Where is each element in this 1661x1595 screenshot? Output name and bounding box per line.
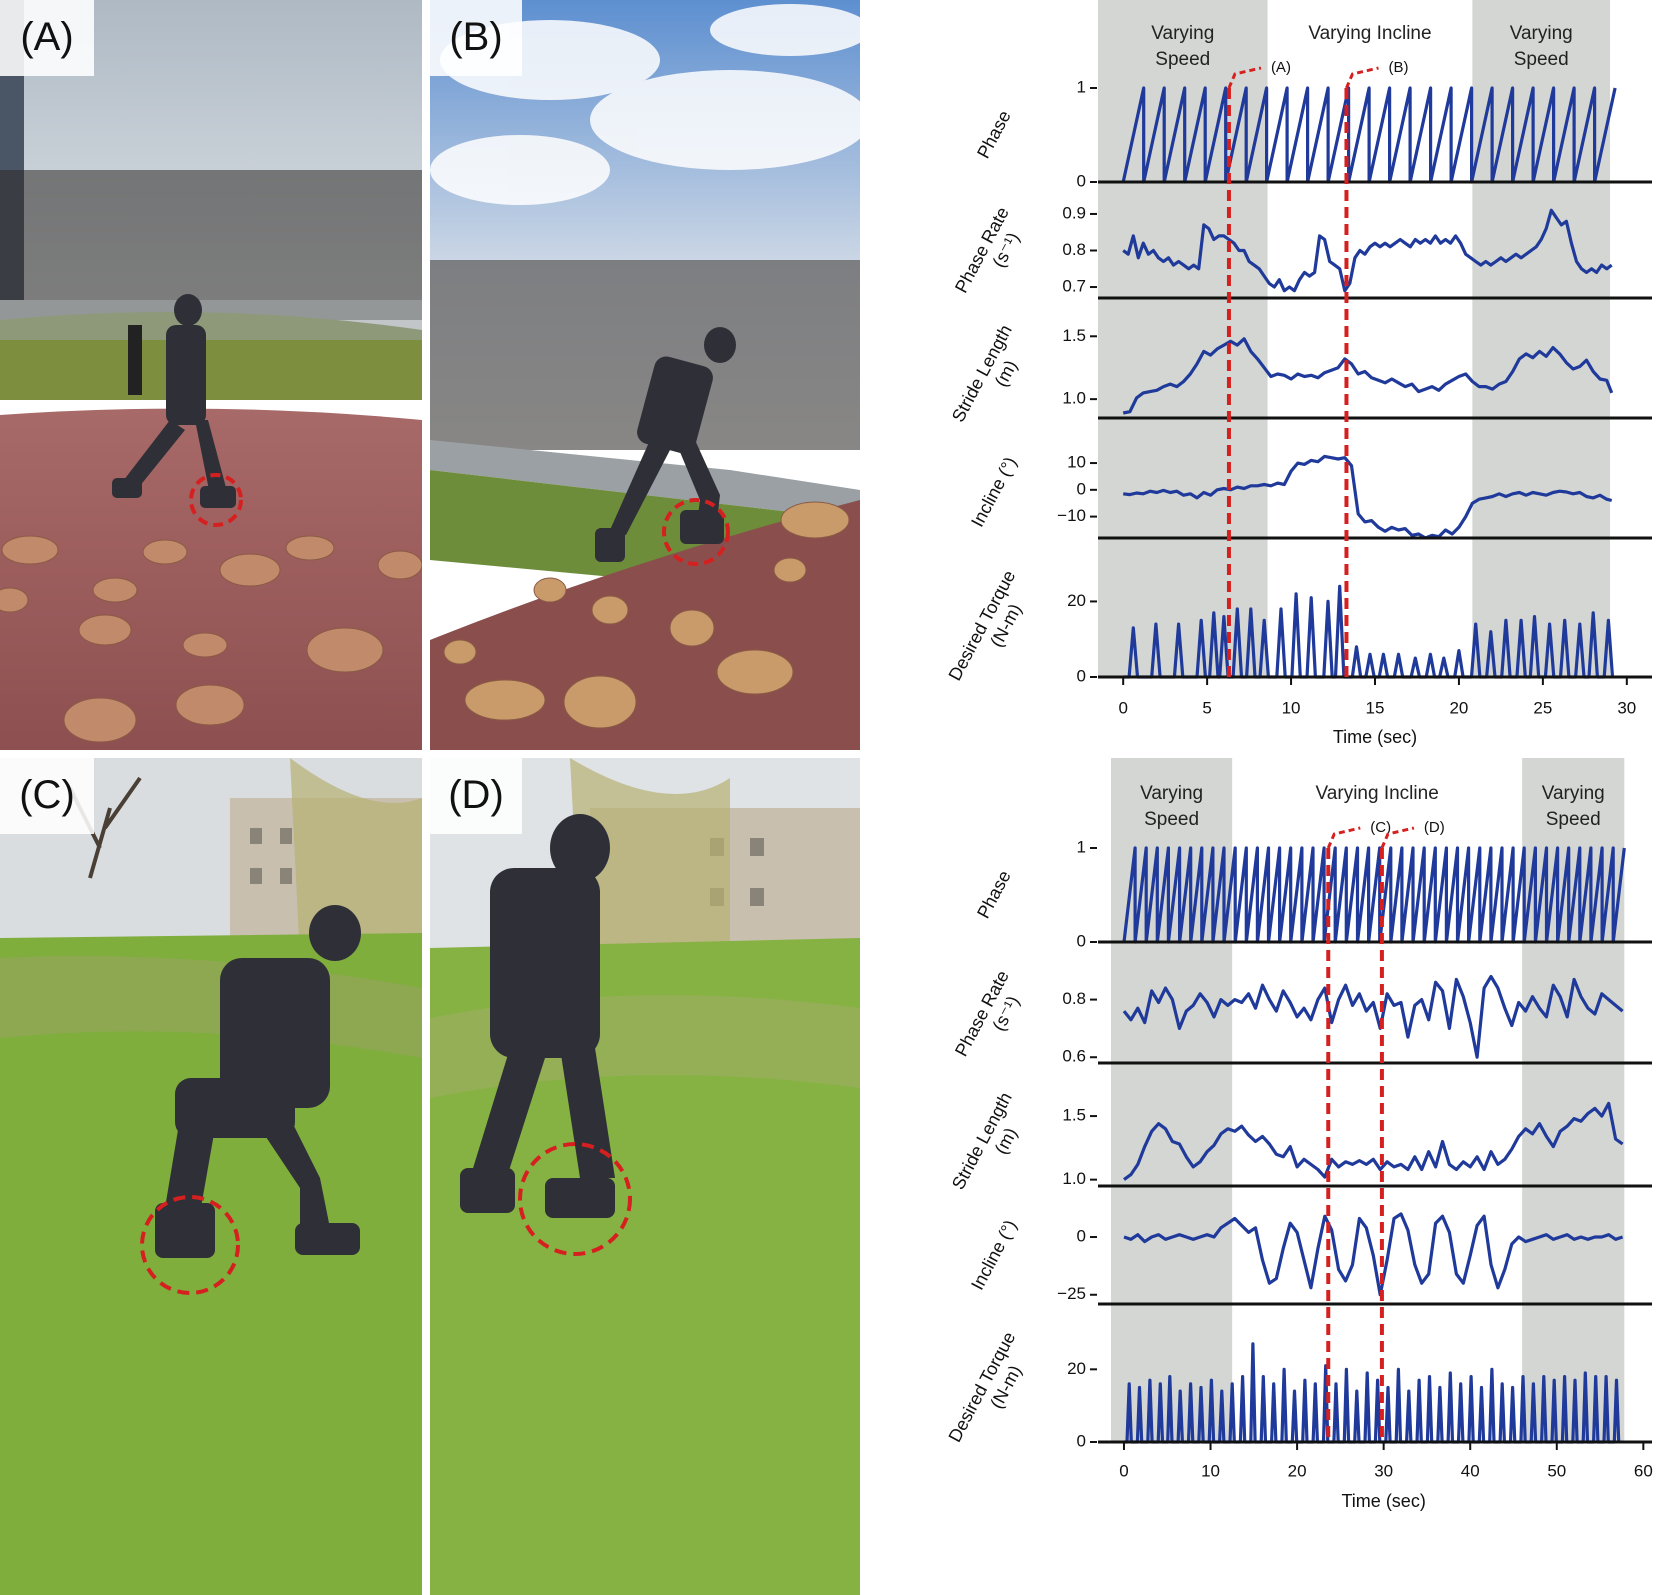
event-marker-label: (B) bbox=[1388, 59, 1408, 76]
y-tick-label: 1 bbox=[1077, 77, 1086, 96]
photo-panel-b: (B) bbox=[430, 0, 860, 750]
region-label-0-0: Varying bbox=[1140, 783, 1203, 804]
y-tick-label: 20 bbox=[1067, 1359, 1086, 1378]
series-line-0 bbox=[1121, 86, 1617, 184]
region-label-0-0: Varying bbox=[1151, 23, 1214, 44]
series-line-2 bbox=[1123, 1101, 1624, 1181]
y-tick-label: 1.5 bbox=[1062, 326, 1086, 345]
y-axis-label: Incline (°) bbox=[967, 454, 1020, 531]
photo-panel-d: (D) bbox=[430, 758, 860, 1595]
region-label-1-0: Varying Incline bbox=[1316, 783, 1439, 804]
y-tick-label: 0.6 bbox=[1062, 1047, 1086, 1066]
event-marker-label: (A) bbox=[1271, 59, 1291, 76]
region-label-1-0: Varying Incline bbox=[1308, 23, 1431, 44]
x-tick-label: 30 bbox=[1617, 698, 1636, 717]
y-tick-label: 0 bbox=[1077, 931, 1086, 950]
x-tick-label: 15 bbox=[1366, 698, 1385, 717]
y-tick-label: 0 bbox=[1077, 479, 1086, 498]
y-tick-label: 0.8 bbox=[1062, 240, 1086, 259]
photo-panel-a: (A) bbox=[0, 0, 422, 750]
x-tick-label: 20 bbox=[1288, 1461, 1307, 1480]
panel-label-c: (C) bbox=[0, 758, 94, 834]
y-tick-label: 1 bbox=[1077, 837, 1086, 856]
event-marker-leader bbox=[1326, 826, 1361, 849]
x-tick-label: 0 bbox=[1118, 698, 1127, 717]
y-tick-label: 20 bbox=[1067, 591, 1086, 610]
series-line-2 bbox=[1122, 337, 1614, 415]
event-marker-label: (C) bbox=[1370, 819, 1391, 836]
x-tick-label: 5 bbox=[1202, 698, 1211, 717]
series-line-1 bbox=[1122, 208, 1613, 293]
shaded-region-2 bbox=[1472, 0, 1611, 677]
x-axis-title: Time (sec) bbox=[1333, 727, 1417, 747]
y-tick-label: 0.7 bbox=[1062, 277, 1086, 296]
x-tick-label: 25 bbox=[1533, 698, 1552, 717]
photo-panel-c: (C) bbox=[0, 758, 422, 1595]
series-line-0 bbox=[1122, 846, 1626, 944]
x-tick-label: 40 bbox=[1461, 1461, 1480, 1480]
photo-c-scene bbox=[0, 758, 422, 1595]
region-label-2-1: Speed bbox=[1514, 49, 1569, 70]
x-tick-label: 0 bbox=[1119, 1461, 1128, 1480]
y-tick-label: 1.0 bbox=[1062, 1169, 1086, 1188]
y-tick-label: 1.5 bbox=[1062, 1106, 1086, 1125]
chart-0: Varying Speed Varying Incline Varying Speed P… bbox=[944, 0, 1652, 747]
y-tick-label: 1.0 bbox=[1062, 389, 1086, 408]
event-marker-label: (D) bbox=[1424, 819, 1445, 836]
x-tick-label: 60 bbox=[1634, 1461, 1653, 1480]
y-axis-label: Phase bbox=[973, 107, 1015, 161]
chart-1: Varying Speed Varying Incline Varying Speed P… bbox=[944, 758, 1653, 1511]
y-tick-label: 0.9 bbox=[1062, 203, 1086, 222]
region-label-2-1: Speed bbox=[1546, 809, 1601, 830]
shaded-region-2 bbox=[1522, 758, 1625, 1442]
y-tick-label: 0 bbox=[1077, 1227, 1086, 1246]
region-label-2-0: Varying bbox=[1510, 23, 1573, 44]
x-axis-title: Time (sec) bbox=[1341, 1491, 1425, 1511]
y-axis-label: Phase bbox=[973, 867, 1015, 921]
y-tick-label: 0 bbox=[1077, 666, 1086, 685]
x-tick-label: 10 bbox=[1282, 698, 1301, 717]
y-axis-label: Incline (°) bbox=[967, 1217, 1020, 1294]
x-tick-label: 50 bbox=[1547, 1461, 1566, 1480]
series-line-1 bbox=[1122, 974, 1624, 1059]
event-marker-leader bbox=[1345, 66, 1379, 89]
y-tick-label: 0 bbox=[1077, 171, 1086, 190]
series-line-3 bbox=[1123, 1212, 1624, 1297]
x-tick-label: 10 bbox=[1201, 1461, 1220, 1480]
region-label-0-1: Speed bbox=[1144, 809, 1199, 830]
y-tick-label: −25 bbox=[1057, 1284, 1086, 1303]
panel-label-d: (D) bbox=[430, 758, 522, 834]
region-label-0-1: Speed bbox=[1155, 49, 1210, 70]
y-tick-label: 0 bbox=[1077, 1431, 1086, 1450]
panel-label-b: (B) bbox=[430, 0, 522, 76]
y-tick-label: −10 bbox=[1057, 506, 1086, 525]
x-tick-label: 20 bbox=[1449, 698, 1468, 717]
y-tick-label: 10 bbox=[1067, 453, 1086, 472]
y-tick-label: 0.8 bbox=[1062, 989, 1086, 1008]
x-tick-label: 30 bbox=[1374, 1461, 1393, 1480]
region-label-2-0: Varying bbox=[1542, 783, 1605, 804]
panel-label-a: (A) bbox=[0, 0, 94, 76]
series-line-3 bbox=[1123, 454, 1613, 540]
event-marker-leader bbox=[1380, 826, 1415, 849]
event-marker-leader bbox=[1227, 66, 1262, 89]
